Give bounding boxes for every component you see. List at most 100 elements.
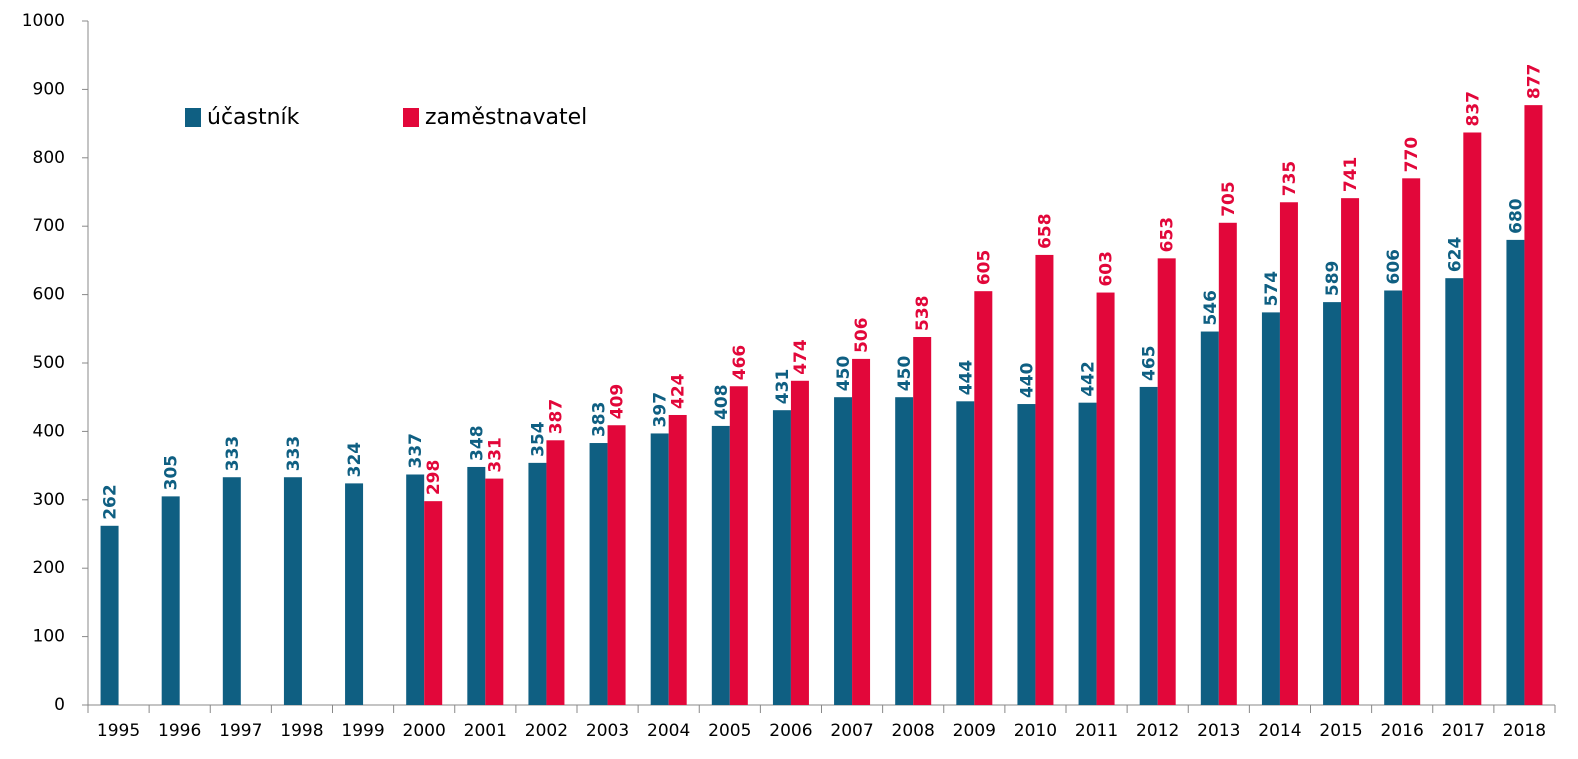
bar <box>1323 302 1342 705</box>
x-tick-label: 2010 <box>1014 721 1057 741</box>
value-label: 298 <box>424 460 444 496</box>
y-tick-label: 0 <box>54 695 65 715</box>
bar <box>1218 222 1237 705</box>
value-label: 837 <box>1463 91 1483 127</box>
x-tick-label: 2013 <box>1197 721 1240 741</box>
y-tick-label: 100 <box>33 627 65 647</box>
bar <box>1200 331 1219 705</box>
bar <box>668 414 687 705</box>
bar <box>1402 178 1421 705</box>
y-tick-label: 300 <box>33 490 65 510</box>
bar <box>1017 404 1036 705</box>
bar <box>895 397 914 705</box>
value-label: 408 <box>712 384 732 420</box>
bar <box>974 291 993 705</box>
value-label: 770 <box>1402 137 1422 173</box>
y-tick-label: 400 <box>33 421 65 441</box>
bar <box>283 477 302 705</box>
value-label: 333 <box>223 436 243 472</box>
legend-label: účastník <box>207 105 300 130</box>
y-tick-label: 200 <box>33 558 65 578</box>
x-tick-label: 1997 <box>219 721 262 741</box>
value-label: 546 <box>1201 290 1221 326</box>
legend-label: zaměstnavatel <box>425 105 587 130</box>
bar <box>485 478 504 705</box>
bar <box>424 501 443 705</box>
value-label: 506 <box>852 317 872 353</box>
bar <box>1384 290 1403 705</box>
value-label: 262 <box>101 484 121 520</box>
value-label: 538 <box>913 296 933 332</box>
x-tick-label: 2012 <box>1136 721 1179 741</box>
x-tick-label: 2011 <box>1075 721 1118 741</box>
bar <box>589 443 608 705</box>
y-tick-label: 500 <box>33 353 65 373</box>
bar <box>1506 239 1525 705</box>
value-label: 735 <box>1280 161 1300 197</box>
legend-swatch <box>403 108 419 127</box>
bar <box>790 380 809 705</box>
value-label: 424 <box>669 373 689 409</box>
value-label: 624 <box>1445 237 1465 273</box>
bar <box>1445 278 1464 705</box>
bar <box>1524 105 1543 705</box>
bar <box>528 462 547 705</box>
value-label: 605 <box>974 250 994 286</box>
x-tick-label: 1996 <box>158 721 201 741</box>
value-label: 442 <box>1079 361 1099 397</box>
x-tick-label: 2000 <box>403 721 446 741</box>
bar <box>729 386 748 705</box>
x-tick-label: 2005 <box>708 721 751 741</box>
value-label: 354 <box>528 421 548 457</box>
value-label: 444 <box>956 360 976 396</box>
value-label: 474 <box>791 339 811 375</box>
bar <box>1035 254 1054 706</box>
value-label: 348 <box>467 425 487 461</box>
value-label: 653 <box>1158 217 1178 253</box>
x-tick-label: 2002 <box>525 721 568 741</box>
legend-swatch <box>185 108 201 127</box>
x-tick-label: 2009 <box>953 721 996 741</box>
bar <box>1096 292 1115 705</box>
bar <box>1341 198 1360 705</box>
bar <box>161 496 180 705</box>
x-tick-label: 2016 <box>1381 721 1424 741</box>
bar <box>772 410 791 705</box>
x-tick-label: 2003 <box>586 721 629 741</box>
bar <box>956 401 975 705</box>
value-label: 606 <box>1384 249 1404 285</box>
value-label: 680 <box>1506 198 1526 234</box>
value-label: 450 <box>834 356 854 392</box>
value-label: 409 <box>608 384 628 420</box>
value-label: 877 <box>1524 64 1544 100</box>
x-tick-label: 2007 <box>830 721 873 741</box>
x-tick-label: 2006 <box>769 721 812 741</box>
bar <box>1139 386 1158 705</box>
x-tick-label: 1998 <box>280 721 323 741</box>
bar <box>711 425 730 705</box>
x-tick-label: 2014 <box>1258 721 1301 741</box>
y-tick-label: 800 <box>33 148 65 168</box>
x-tick-label: 2015 <box>1319 721 1362 741</box>
bar <box>607 425 626 705</box>
value-label: 333 <box>284 436 304 472</box>
bar <box>467 466 486 705</box>
value-label: 383 <box>590 402 610 438</box>
x-tick-label: 1999 <box>341 721 384 741</box>
bar <box>1157 258 1176 705</box>
bar <box>852 358 871 705</box>
bar <box>1078 402 1097 705</box>
x-tick-label: 2004 <box>647 721 690 741</box>
value-label: 465 <box>1140 345 1160 381</box>
value-label: 337 <box>406 433 426 469</box>
value-label: 387 <box>546 399 566 435</box>
bar <box>1261 312 1280 705</box>
value-label: 431 <box>773 369 793 405</box>
value-label: 603 <box>1097 251 1117 287</box>
bar <box>546 440 565 705</box>
value-label: 397 <box>651 392 671 428</box>
bar <box>1279 202 1298 705</box>
x-tick-label: 2001 <box>464 721 507 741</box>
y-tick-label: 900 <box>33 79 65 99</box>
